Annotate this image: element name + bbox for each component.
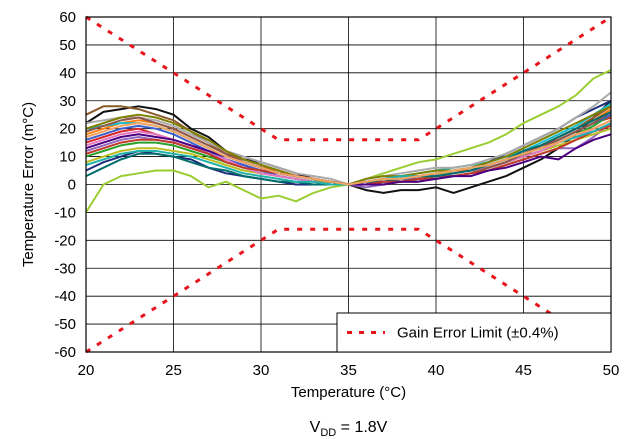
legend-box [336,312,612,353]
series-layer [85,69,612,213]
x-tick-label: 35 [340,362,357,379]
y-tick-label: 60 [59,9,76,26]
y-tick-label: -10 [54,204,76,221]
y-tick-label: -40 [54,288,76,305]
gain-error-limit-upper [85,15,612,142]
y-tick-label: 40 [59,65,76,82]
x-tick-label: 25 [165,362,182,379]
caption-subscript: DD [320,427,336,439]
y-tick-label: 50 [59,37,76,54]
y-tick-label: -60 [54,344,76,361]
x-axis-label: Temperature (°C) [291,384,406,401]
series-line-20 [85,119,612,186]
y-tick-labels: 60 50 40 30 20 10 0 -10 -20 -30 -40 -50 -60 [54,9,76,361]
gain-error-limit-layer [85,15,612,354]
x-tick-label: 30 [253,362,270,379]
caption-rest: = 1.8V [336,419,387,436]
gain-error-limit-lower [85,227,612,354]
y-tick-label: -20 [54,232,76,249]
y-tick-label: 20 [59,121,76,138]
x-tick-label: 40 [428,362,445,379]
y-axis-label: Temperature Error (m°C) [20,102,37,267]
x-tick-label: 50 [603,362,620,379]
y-tick-label: -50 [54,316,76,333]
x-tick-label: 20 [78,362,95,379]
legend: Gain Error Limit (±0.4%) [336,312,612,353]
y-tick-label: -30 [54,260,76,277]
x-tick-labels: 20 25 30 35 40 45 50 [78,362,620,379]
y-tick-label: 10 [59,149,76,166]
caption-main: V [310,419,321,436]
supply-voltage-caption: VDD = 1.8V [310,419,388,439]
y-tick-label: 0 [68,177,76,194]
legend-label-gain-error-limit: Gain Error Limit (±0.4%) [397,325,559,342]
y-tick-label: 30 [59,93,76,110]
x-tick-label: 45 [515,362,532,379]
